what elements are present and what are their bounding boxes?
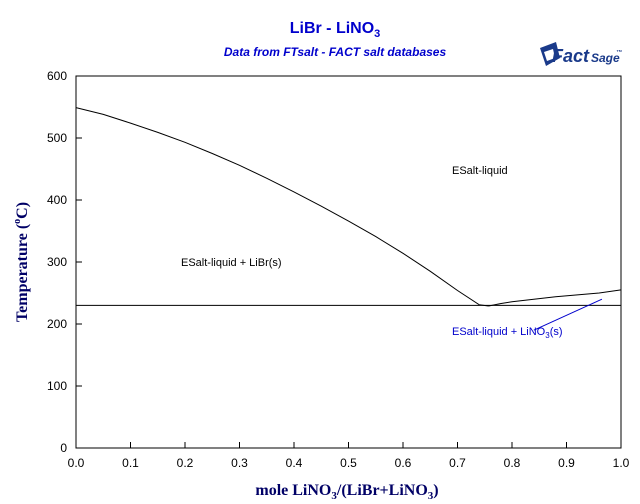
x-tick-label: 0.4 <box>286 456 303 470</box>
lino3-liquidus-line <box>488 289 622 307</box>
factsage-logo: Fact Sage ™ <box>540 42 622 66</box>
axis-ticks: 0.0 0.1 0.2 0.3 0.4 0.5 0.6 0.7 0.8 0.9 1.0 0 100 200… <box>47 69 630 470</box>
x-tick-label: 0.3 <box>231 456 248 470</box>
logo-sage-text: Sage <box>591 51 620 65</box>
label-pointer-line <box>533 298 603 331</box>
x-tick-label: 0.2 <box>177 456 194 470</box>
data-series <box>75 107 622 331</box>
chart-subtitle: Data from FTsalt - FACT salt databases <box>224 45 447 59</box>
logo-tm-text: ™ <box>616 49 622 56</box>
chart-title: LiBr - LiNO3 <box>290 20 381 40</box>
y-tick-label: 300 <box>47 255 67 269</box>
y-tick-label: 0 <box>60 441 67 455</box>
y-tick-label: 500 <box>47 131 67 145</box>
x-tick-label: 0.6 <box>395 456 412 470</box>
x-tick-label: 0.1 <box>122 456 139 470</box>
libr-liquidus-line <box>75 107 489 307</box>
x-tick-label: 0.8 <box>504 456 521 470</box>
logo-fact-text: Fact <box>552 46 590 66</box>
y-axis-label: Temperature (oC) <box>12 202 31 322</box>
factsage-logo-icon <box>540 42 560 66</box>
region-label-liquid: ESalt-liquid <box>452 165 508 177</box>
region-label-liquid-lino3: ESalt-liquid + LiNO3(s) <box>452 326 563 340</box>
y-tick-label: 200 <box>47 317 67 331</box>
x-axis-label: mole LiNO3/(LiBr+LiNO3) <box>255 482 438 502</box>
y-tick-label: 400 <box>47 193 67 207</box>
x-tick-label: 0.9 <box>558 456 575 470</box>
y-tick-label: 100 <box>47 379 67 393</box>
y-tick-label: 600 <box>47 69 67 83</box>
region-label-liquid-libr: ESalt-liquid + LiBr(s) <box>181 257 282 269</box>
x-tick-label: 0.5 <box>340 456 357 470</box>
x-tick-label: 1.0 <box>613 456 630 470</box>
plot-frame <box>75 75 622 449</box>
x-tick-label: 0.7 <box>449 456 466 470</box>
x-tick-label: 0.0 <box>68 456 85 470</box>
